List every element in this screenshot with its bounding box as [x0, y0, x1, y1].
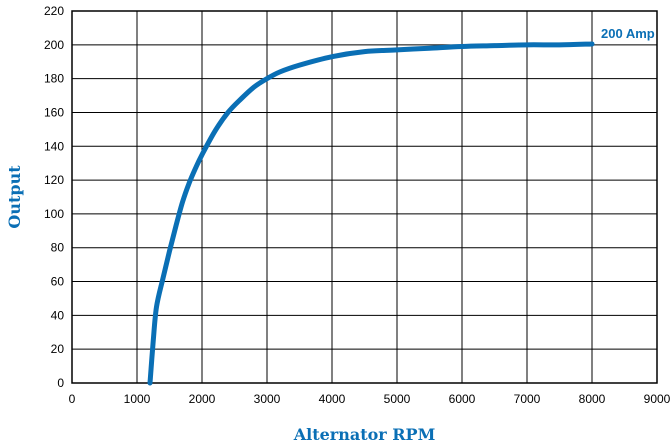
plot-frame [71, 10, 658, 384]
y-tick-label: 120 [44, 173, 64, 187]
series-label-200-amp: 200 Amp [601, 26, 655, 41]
x-tick-label: 1000 [124, 392, 151, 406]
x-tick-label: 9000 [644, 392, 670, 406]
x-tick-labels: 0 1000 2000 3000 4000 5000 6000 7000 8000 9000 [69, 392, 670, 406]
y-axis-title: Output [5, 165, 24, 229]
x-tick-label: 6000 [449, 392, 476, 406]
y-tick-label: 80 [51, 241, 65, 255]
x-tick-label: 7000 [514, 392, 541, 406]
y-tick-labels: 0 20 40 60 80 100 120 140 160 180 200 220 [44, 4, 64, 390]
x-tick-label: 0 [69, 392, 76, 406]
y-tick-label: 180 [44, 72, 64, 86]
x-tick-label: 2000 [189, 392, 216, 406]
y-tick-label: 220 [44, 4, 64, 18]
y-tick-label: 60 [51, 275, 65, 289]
y-tick-label: 140 [44, 139, 64, 153]
y-tick-label: 0 [57, 376, 64, 390]
x-tick-label: 3000 [254, 392, 281, 406]
y-tick-label: 40 [51, 308, 65, 322]
x-tick-label: 8000 [579, 392, 606, 406]
series-line-200-amp [147, 41, 595, 386]
y-tick-label: 200 [44, 38, 64, 52]
x-axis-title: Alternator RPM [293, 425, 436, 444]
x-tick-label: 4000 [319, 392, 346, 406]
grid [71, 10, 658, 384]
y-tick-label: 100 [44, 207, 64, 221]
x-tick-label: 5000 [384, 392, 411, 406]
y-tick-label: 20 [51, 342, 65, 356]
y-tick-label: 160 [44, 105, 64, 119]
